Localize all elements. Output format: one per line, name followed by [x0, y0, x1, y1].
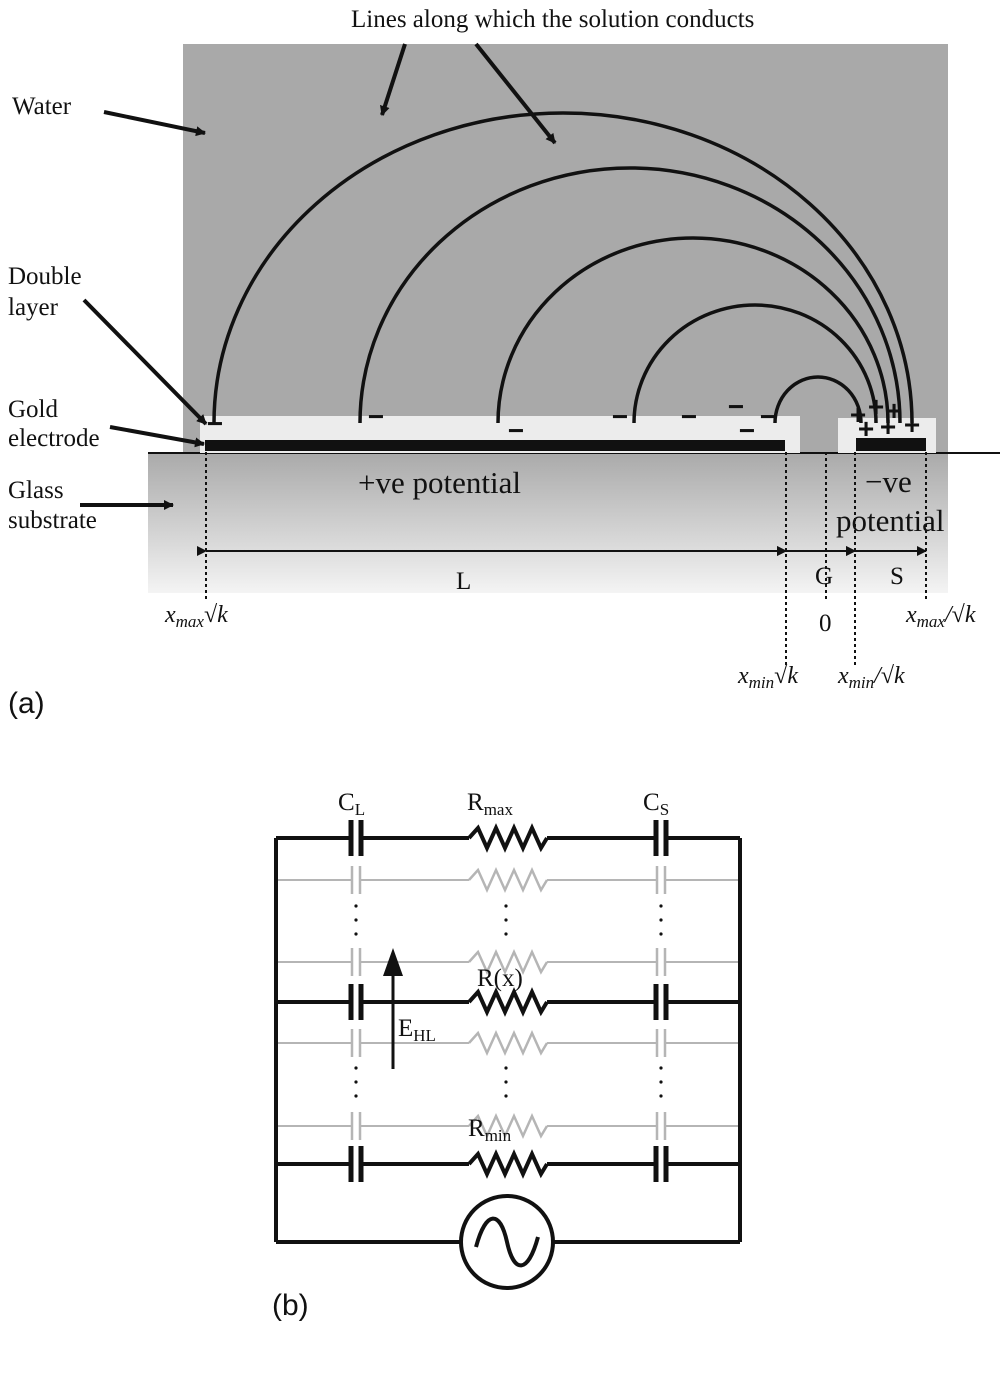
label-L: L [456, 568, 471, 595]
positive-charge: + [880, 411, 896, 442]
label-water: Water [12, 93, 72, 120]
negative-charge: − [728, 391, 744, 422]
ehl-arrowhead-icon [383, 948, 403, 976]
positive-charges: + + + + + + [850, 391, 920, 444]
conduction-arc [358, 166, 902, 424]
negative-charge: − [612, 401, 628, 432]
label-rx: R(x) [477, 965, 523, 992]
panel-a: − − − − − − − − + + + + + + [8, 6, 1000, 720]
sine-wave-icon [474, 1216, 540, 1268]
label-gold-2: electrode [8, 425, 100, 452]
pointer-arrows [80, 42, 557, 510]
label-G: G [815, 563, 833, 590]
capacitor-bottom-left [348, 1146, 364, 1182]
label-neg-potential-1: −ve [865, 464, 912, 499]
label-double-layer-1: Double [8, 263, 82, 290]
faded-resistor [468, 948, 549, 976]
positive-charge: + [868, 391, 884, 422]
capacitor-mid-left [348, 984, 364, 1020]
negative-charges: − − − − − − − − [207, 391, 776, 446]
capacitor-bottom-right [653, 1146, 669, 1182]
arrow-to-arc [474, 42, 557, 145]
label-neg-potential-2: potential [836, 503, 944, 538]
label-xmin-over-sqrtk: xmin/√k [837, 663, 905, 692]
conduction-arc [773, 375, 863, 424]
faded-capacitors [350, 866, 667, 1140]
circuit-wiring [274, 836, 742, 1244]
double-layer-arrow [82, 298, 208, 426]
glass-substrate [148, 453, 948, 593]
label-zero: 0 [819, 610, 832, 637]
negative-charge: − [760, 401, 776, 432]
label-xmax-sqrtk: xmax√k [164, 602, 228, 631]
title-lines-conduct: Lines along which the solution conducts [351, 6, 754, 33]
faded-resistor [468, 1029, 549, 1057]
conduction-arc [632, 303, 878, 424]
conduction-arc [496, 236, 890, 424]
capacitor-mid-right [653, 984, 669, 1020]
gold-electrode-arrow [109, 425, 205, 448]
resistor-rx [467, 987, 549, 1017]
ellipsis-dots [354, 904, 663, 1098]
ac-source [459, 1194, 555, 1290]
negative-charge: − [508, 415, 524, 446]
label-rmin: Rmin [468, 1115, 512, 1145]
label-pos-potential: +ve potential [358, 465, 521, 500]
resistor-rmin [467, 1149, 549, 1179]
panel-a-label: (a) [8, 687, 45, 720]
label-gold-1: Gold [8, 396, 59, 423]
gold-electrode-right [856, 438, 926, 451]
gold-electrode-left [205, 440, 785, 451]
capacitor-cs [653, 820, 669, 856]
label-ehl: EHL [398, 1015, 436, 1045]
negative-charge: − [207, 408, 223, 439]
arrow-to-arc [380, 43, 407, 116]
label-rmax: Rmax [467, 789, 513, 819]
dimension-lines [197, 452, 927, 665]
positive-charge: + [886, 395, 902, 426]
panel-b: CL Rmax CS R(x) EHL Rmin (b) [272, 789, 742, 1322]
conduction-arc [212, 111, 914, 424]
conduction-lines [212, 111, 914, 424]
negative-charge: − [681, 401, 697, 432]
label-cs: CS [643, 789, 669, 819]
faded-resistor [468, 866, 549, 894]
faded-resistor [468, 1112, 549, 1140]
water-arrow [103, 110, 206, 137]
positive-charge: + [858, 413, 874, 444]
resistor-rmax [467, 823, 549, 853]
capacitor-cl [348, 820, 364, 856]
label-xmin-sqrtk: xmin√k [737, 663, 798, 692]
water-region [183, 44, 948, 454]
label-glass-2: substrate [8, 507, 97, 534]
label-double-layer-2: layer [8, 294, 59, 321]
positive-charge: + [904, 409, 920, 440]
panel-b-label: (b) [272, 1289, 309, 1322]
negative-charge: − [368, 401, 384, 432]
negative-charge: − [739, 415, 755, 446]
positive-charge: + [850, 399, 866, 430]
label-cl: CL [338, 789, 365, 819]
label-xmax-over-sqrtk: xmax/√k [905, 602, 976, 631]
label-S: S [890, 563, 904, 590]
label-glass-1: Glass [8, 477, 64, 504]
